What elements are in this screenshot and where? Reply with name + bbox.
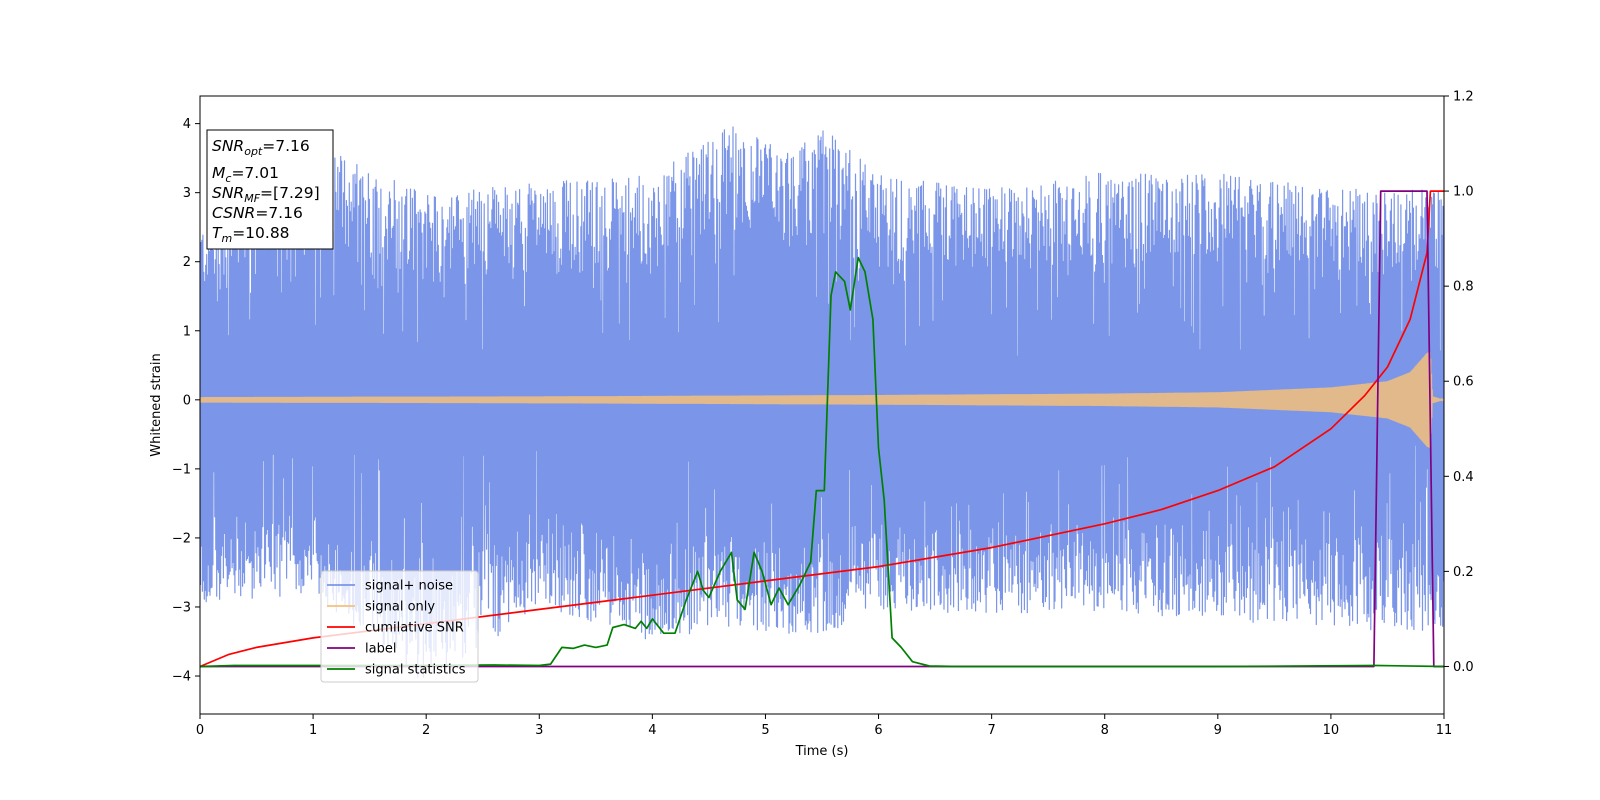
series-line-signal-only <box>200 351 1444 449</box>
x-tick-label: 3 <box>535 723 543 738</box>
annotation-line: SNRopt=7.16 <box>212 137 310 158</box>
x-tick-label: 7 <box>987 723 995 738</box>
plot-frame <box>199 95 1445 715</box>
x-tick-label: 4 <box>648 723 656 738</box>
right-y-tick-label: 0.4 <box>1453 470 1474 485</box>
left-y-axis-ticks: −4 −3 −2 −1 0 1 2 3 4 <box>172 117 200 685</box>
annotation-line: Mc=7.01 <box>212 164 279 185</box>
left-y-tick-label: 2 <box>183 255 191 270</box>
x-tick-label: 10 <box>1323 723 1340 738</box>
annotation-line: SNRMF=[7.29] <box>212 184 320 205</box>
legend-frame <box>320 570 479 683</box>
left-y-tick-label: −3 <box>172 600 191 615</box>
x-tick-label: 1 <box>309 723 317 738</box>
left-y-tick-label: 1 <box>183 324 191 339</box>
left-y-tick-label: −1 <box>172 462 191 477</box>
x-tick-label: 6 <box>874 723 882 738</box>
right-y-tick-label: 0.8 <box>1453 280 1474 295</box>
x-tick-label: 9 <box>1214 723 1222 738</box>
right-y-axis-ticks: 0.0 0.2 0.4 0.6 0.8 1.0 1.2 <box>1444 90 1474 675</box>
annotation-box-frame <box>206 129 334 250</box>
legend-label-signal-statistics: signal statistics <box>365 663 466 678</box>
legend: signal+ noise signal only cumilative SNR la… <box>320 570 479 683</box>
right-y-tick-label: 1.2 <box>1453 90 1474 105</box>
left-y-tick-label: 3 <box>183 186 191 201</box>
legend-label-cumilative-snr: cumilative SNR <box>365 621 464 636</box>
x-tick-label: 5 <box>761 723 769 738</box>
x-axis-ticks: 0 1 2 3 4 5 6 7 8 9 10 11 <box>196 714 1452 738</box>
right-y-tick-label: 1.0 <box>1453 185 1474 200</box>
x-axis-label: Time (s) <box>795 744 849 759</box>
x-tick-label: 8 <box>1101 723 1109 738</box>
right-y-tick-label: 0.6 <box>1453 375 1474 390</box>
series-line-signal-statistics <box>200 256 1444 668</box>
right-y-tick-label: 0.0 <box>1453 660 1474 675</box>
legend-label-signal-only: signal only <box>365 600 435 615</box>
legend-label-label: label <box>365 642 396 657</box>
left-y-tick-label: −2 <box>172 531 191 546</box>
right-y-tick-label: 0.2 <box>1453 565 1474 580</box>
x-tick-label: 2 <box>422 723 430 738</box>
annotation-line: CSNR=7.16 <box>212 204 303 222</box>
x-tick-label: 11 <box>1436 723 1453 738</box>
data-layer <box>200 126 1444 678</box>
x-tick-label: 0 <box>196 723 204 738</box>
left-y-tick-label: 0 <box>183 393 191 408</box>
annotation-line: Tm=10.88 <box>212 224 290 245</box>
legend-label-signal-noise: signal+ noise <box>365 579 453 594</box>
y-axis-label: Whitened strain <box>149 353 164 456</box>
left-y-tick-label: −4 <box>172 670 191 685</box>
left-y-tick-label: 4 <box>183 117 191 132</box>
